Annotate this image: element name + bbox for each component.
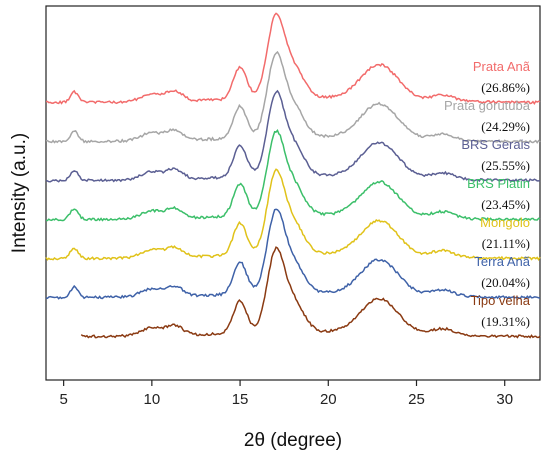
x-axis: 5 10 15 20 25 30 (59, 380, 513, 408)
x-axis-title: 2θ (degree) (244, 430, 342, 451)
series-percentage-label: (21.11%) (482, 236, 530, 251)
series-line (45, 50, 541, 144)
series-name-label: BRS Gerais (461, 137, 530, 152)
series-percentage-label: (23.45%) (481, 197, 530, 212)
series-percentage-label: (25.55%) (481, 158, 530, 173)
series-line (45, 128, 541, 222)
series-percentage-label: (20.04%) (481, 275, 530, 290)
x-tick-label: 10 (144, 391, 161, 408)
series-percentage-label: (26.86%) (481, 80, 530, 95)
x-tick-label: 20 (320, 391, 337, 408)
x-tick-label: 25 (408, 391, 425, 408)
x-tick-label: 30 (496, 391, 513, 408)
series-line (45, 168, 541, 261)
series-percentage-label: (19.31%) (481, 314, 530, 329)
series-line (45, 89, 541, 183)
series-name-label: Prata gorutuba (444, 98, 531, 113)
series-layer: Prata Anã (26.86%) Prata gorutuba (24.29%) B… (45, 12, 541, 339)
plot-frame (45, 5, 541, 381)
series-line (80, 246, 541, 339)
series-name-label: BRS Platin (467, 176, 530, 191)
series-percentage-label: (24.29%) (481, 119, 530, 134)
series-name-label: Prata Anã (473, 59, 531, 74)
x-tick-label: 5 (59, 391, 67, 408)
series-line (45, 12, 541, 105)
series-name-label: Mongolo (480, 215, 530, 230)
series-name-label: Terra Anã (474, 254, 530, 269)
series-name-label: Tipo velha (471, 293, 531, 308)
x-tick-label: 15 (232, 391, 249, 408)
series-line (45, 208, 541, 300)
y-axis-title: Intensity (a.u.) (9, 133, 30, 253)
